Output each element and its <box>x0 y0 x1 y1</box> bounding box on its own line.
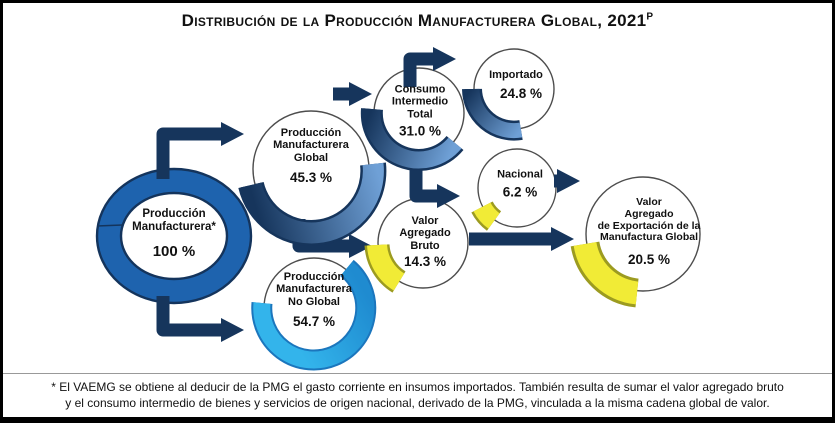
donut-produccion-manufacturera <box>95 167 253 305</box>
flow-arrows <box>156 47 580 342</box>
arrow-pm-to-pmg <box>156 122 244 179</box>
ring-divider-line <box>96 224 123 227</box>
arrow-pm-to-png <box>156 296 244 342</box>
footnote: * El VAEMG se obtiene al deducir de la P… <box>3 373 832 417</box>
arc-png <box>251 259 377 371</box>
arc-nacional <box>471 200 502 231</box>
arc-vaemg <box>570 240 640 308</box>
arc-pmg <box>238 162 387 246</box>
arrow-consumo-to-importado <box>403 47 456 87</box>
arc-consumo <box>360 108 464 171</box>
circle-nacional <box>477 148 557 228</box>
node-circles <box>252 48 701 359</box>
arc-vab <box>364 243 407 293</box>
title-text: Distribución de la Producción Manufactur… <box>181 11 647 30</box>
circle-vaemg <box>585 176 701 292</box>
title-superscript: P <box>646 11 654 23</box>
flow-diagram <box>95 47 701 371</box>
page-title: Distribución de la Producción Manufactur… <box>3 11 832 31</box>
arc-segments <box>238 88 640 371</box>
arc-importado <box>462 88 523 141</box>
arrow-consumo-to-nacional <box>409 163 460 208</box>
